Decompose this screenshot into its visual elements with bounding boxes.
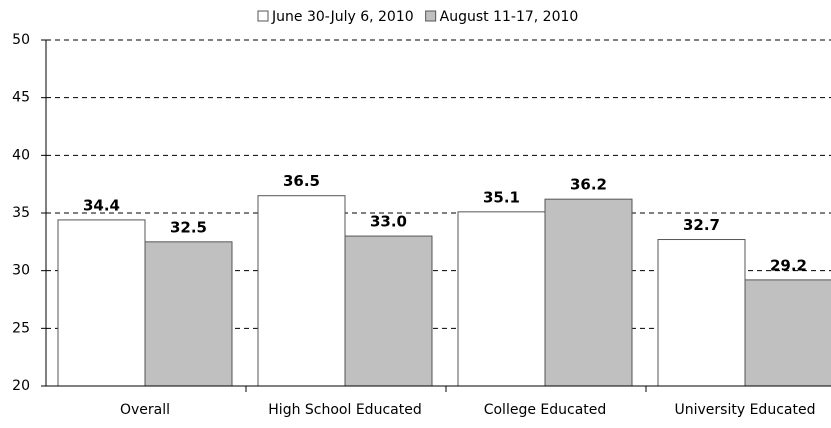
y-tick-label: 20 xyxy=(12,378,30,394)
x-tick-label: University Educated xyxy=(675,402,816,418)
legend-label: June 30-July 6, 2010 xyxy=(271,9,414,25)
y-tick-label: 50 xyxy=(12,32,30,48)
x-tick-label: Overall xyxy=(120,402,170,418)
bar xyxy=(657,239,746,387)
y-tick-label: 25 xyxy=(12,320,30,336)
bar xyxy=(457,211,546,387)
value-label: 34.4 xyxy=(83,196,120,214)
value-label: 35.1 xyxy=(483,188,520,206)
bar xyxy=(257,195,346,387)
x-tick-label: High School Educated xyxy=(268,402,421,418)
value-label: 36.2 xyxy=(570,176,607,194)
value-label: 29.2 xyxy=(770,256,807,274)
bar xyxy=(544,198,633,387)
legend-label: August 11-17, 2010 xyxy=(440,9,579,25)
y-tick-label: 35 xyxy=(12,205,30,221)
y-tick-label: 30 xyxy=(12,263,30,279)
value-label: 33.0 xyxy=(370,213,407,231)
bar xyxy=(744,279,831,387)
value-label: 32.5 xyxy=(170,218,207,236)
y-tick-label: 40 xyxy=(12,147,30,163)
legend-swatch xyxy=(425,10,437,22)
bar xyxy=(144,241,233,387)
bar xyxy=(344,235,433,387)
bar xyxy=(57,219,146,387)
value-label: 32.7 xyxy=(683,216,720,234)
value-label: 36.5 xyxy=(283,172,320,190)
y-tick-label: 45 xyxy=(12,90,30,106)
x-tick-label: College Educated xyxy=(484,402,607,418)
legend-swatch xyxy=(257,10,269,22)
